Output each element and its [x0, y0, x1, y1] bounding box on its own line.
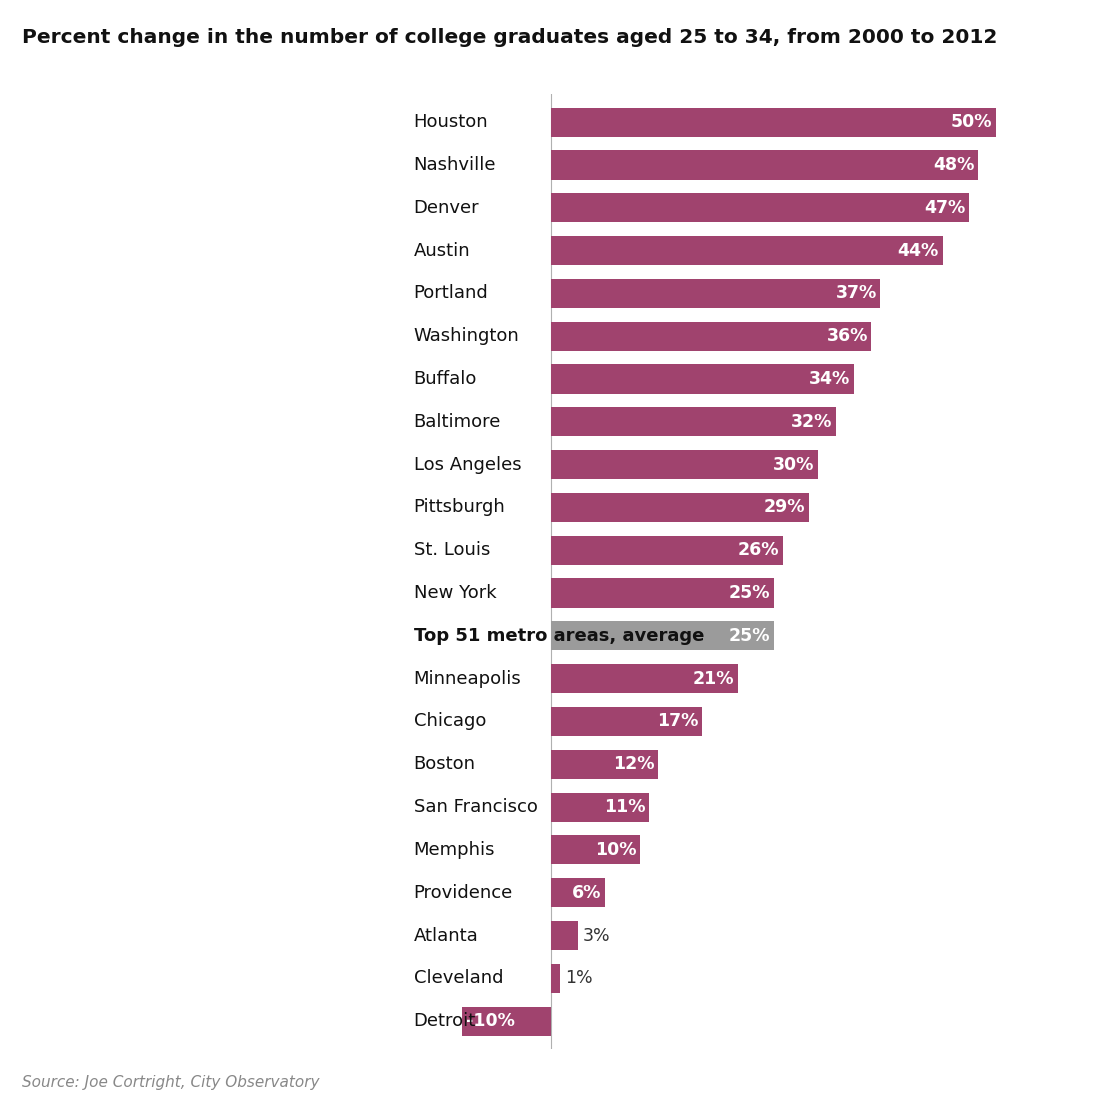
Text: 25%: 25%	[728, 584, 770, 602]
Text: Los Angeles: Los Angeles	[414, 455, 521, 474]
Bar	[551, 236, 943, 265]
Text: Top 51 metro areas, average: Top 51 metro areas, average	[414, 627, 704, 645]
Text: Baltimore: Baltimore	[414, 413, 501, 431]
Bar	[551, 749, 658, 779]
Text: Pittsburgh: Pittsburgh	[414, 498, 505, 516]
Text: Percent change in the number of college graduates aged 25 to 34, from 2000 to 20: Percent change in the number of college …	[22, 28, 998, 47]
Text: 21%: 21%	[693, 669, 735, 688]
Bar	[551, 279, 880, 307]
Text: 48%: 48%	[933, 157, 975, 174]
Bar	[551, 407, 836, 436]
Text: 1%: 1%	[564, 969, 592, 987]
Bar	[462, 1007, 551, 1036]
Text: Detroit: Detroit	[414, 1012, 476, 1030]
Text: 10%: 10%	[595, 841, 637, 859]
Text: Source: Joe Cortright, City Observatory: Source: Joe Cortright, City Observatory	[22, 1074, 319, 1090]
Text: 34%: 34%	[808, 370, 850, 388]
Text: Buffalo: Buffalo	[414, 370, 477, 388]
Bar	[551, 364, 854, 394]
Text: 29%: 29%	[764, 498, 805, 516]
Text: Memphis: Memphis	[414, 841, 495, 859]
Bar	[551, 322, 871, 351]
Text: 3%: 3%	[583, 927, 610, 945]
Text: Nashville: Nashville	[414, 157, 496, 174]
Text: Portland: Portland	[414, 284, 488, 302]
Text: Atlanta: Atlanta	[414, 927, 478, 945]
Bar	[551, 193, 969, 222]
Text: 47%: 47%	[924, 199, 966, 216]
Bar	[551, 793, 649, 821]
Text: 30%: 30%	[773, 455, 814, 474]
Text: St. Louis: St. Louis	[414, 542, 490, 559]
Text: 50%: 50%	[950, 113, 992, 131]
Bar	[551, 963, 560, 992]
Bar	[551, 536, 782, 565]
Bar	[551, 578, 773, 607]
Text: Austin: Austin	[414, 242, 470, 260]
Text: Cleveland: Cleveland	[414, 969, 503, 987]
Text: Minneapolis: Minneapolis	[414, 669, 521, 688]
Text: Chicago: Chicago	[414, 713, 486, 730]
Text: Washington: Washington	[414, 327, 519, 345]
Bar	[551, 878, 605, 907]
Text: Houston: Houston	[414, 113, 488, 131]
Bar	[551, 707, 703, 736]
Text: Denver: Denver	[414, 199, 480, 216]
Text: 25%: 25%	[728, 627, 770, 645]
Text: 12%: 12%	[613, 755, 654, 774]
Bar	[551, 664, 738, 694]
Text: 11%: 11%	[604, 798, 646, 816]
Text: 44%: 44%	[898, 242, 939, 260]
Bar	[551, 151, 978, 180]
Text: 32%: 32%	[791, 413, 833, 431]
Bar	[551, 836, 640, 865]
Text: 6%: 6%	[572, 884, 601, 901]
Text: San Francisco: San Francisco	[414, 798, 538, 816]
Bar	[551, 622, 773, 650]
Text: -10%: -10%	[466, 1012, 515, 1030]
Text: 36%: 36%	[826, 327, 868, 345]
Text: Boston: Boston	[414, 755, 475, 774]
Bar	[551, 450, 818, 480]
Bar	[551, 108, 996, 137]
Text: 37%: 37%	[836, 284, 877, 302]
Text: 17%: 17%	[658, 713, 698, 730]
Text: 26%: 26%	[737, 542, 779, 559]
Bar	[551, 921, 578, 950]
Bar	[551, 493, 810, 522]
Text: Providence: Providence	[414, 884, 513, 901]
Text: New York: New York	[414, 584, 496, 602]
